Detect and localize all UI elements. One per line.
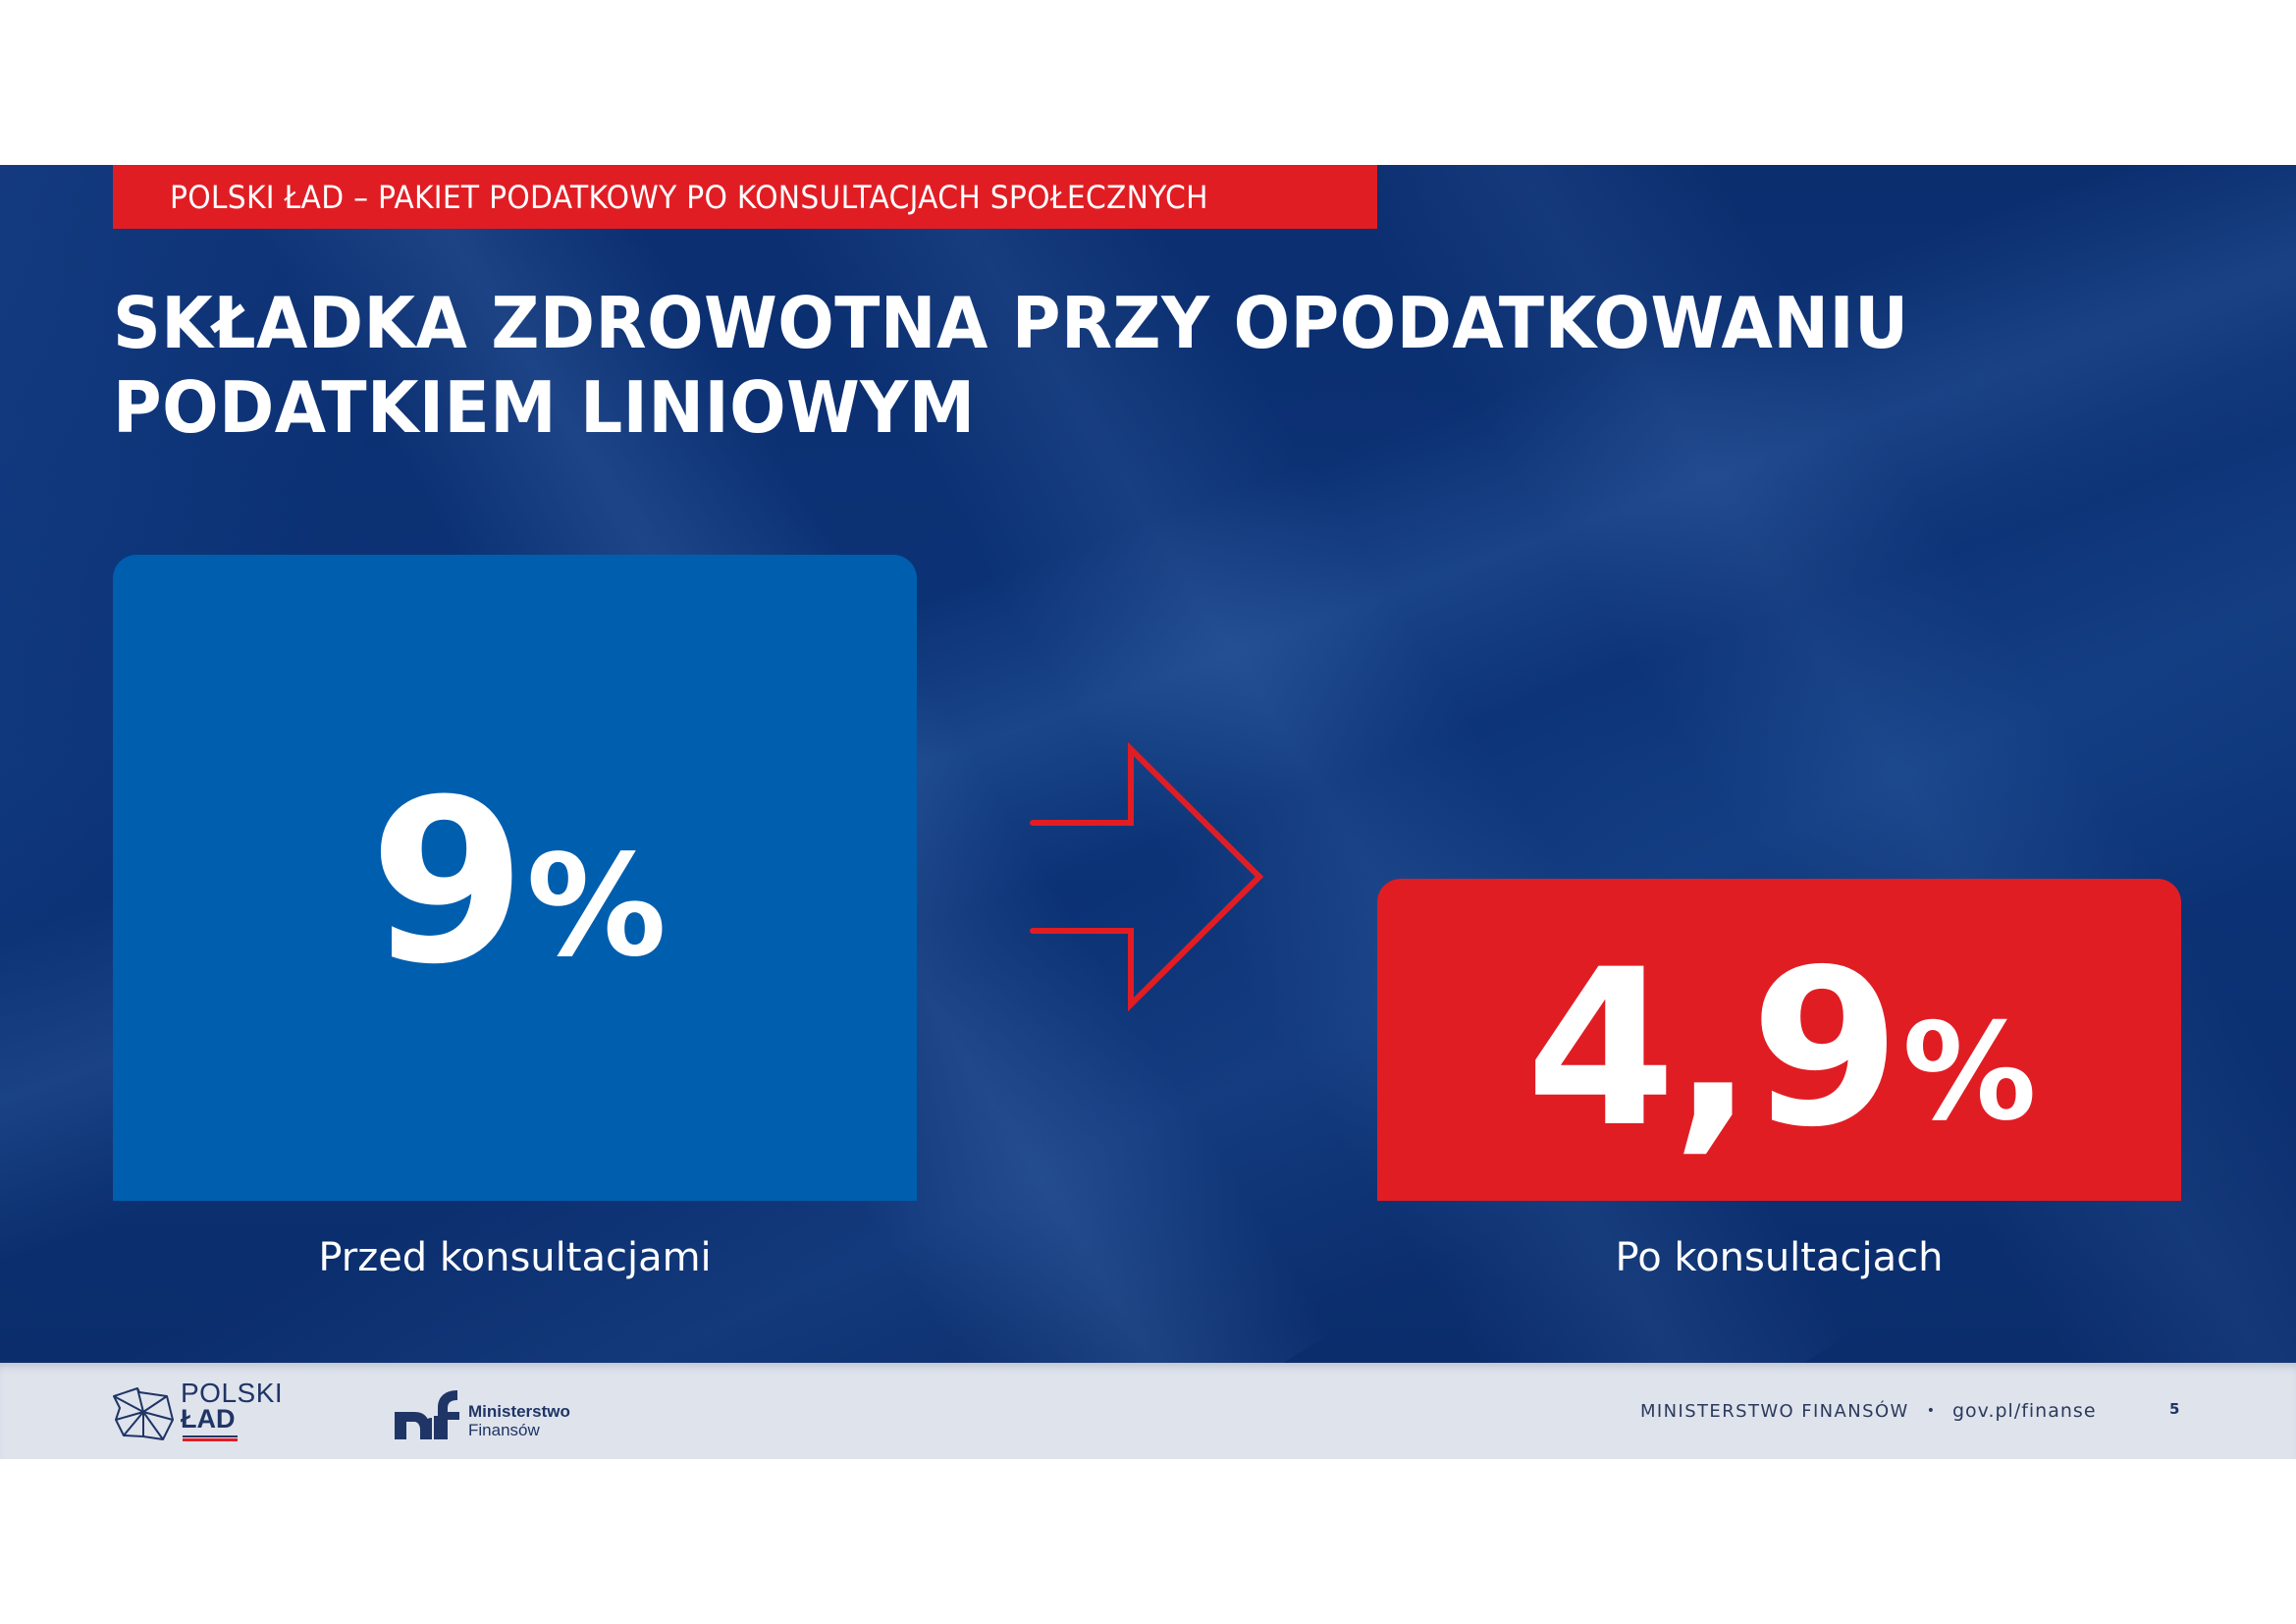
rate-after-box: 4,9%: [1377, 879, 2181, 1201]
polski-lad-line1: POLSKI: [181, 1378, 284, 1408]
polski-lad-line2: ŁAD: [181, 1404, 236, 1434]
slide-title-line-2: PODATKIEM LINIOWYM: [113, 366, 976, 449]
mf-line2: Finansów: [468, 1421, 540, 1439]
polski-lad-underline: [183, 1435, 238, 1441]
section-banner: POLSKI ŁAD – PAKIET PODATKOWY PO KONSULT…: [113, 165, 1377, 229]
percent-sign: %: [1902, 994, 2037, 1151]
arrow-right-outline-icon: [1030, 741, 1264, 1012]
rate-after-number: 4,9: [1525, 923, 1900, 1174]
rate-after-value: 4,9%: [1525, 923, 2037, 1174]
footer-credits: MINISTERSTWO FINANSÓW • gov.pl/finanse: [1640, 1400, 2097, 1422]
polski-lad-logo-text: POLSKI ŁAD: [181, 1380, 283, 1433]
footer-separator: •: [1926, 1403, 1935, 1419]
section-banner-text: POLSKI ŁAD – PAKIET PODATKOWY PO KONSULT…: [170, 178, 1208, 216]
ministerstwo-finansow-logo-text: Ministerstwo Finansów: [468, 1402, 570, 1439]
footer-url-link[interactable]: gov.pl/finanse: [1951, 1400, 2097, 1422]
mf-line1: Ministerstwo: [468, 1402, 570, 1421]
page-number: 5: [2169, 1400, 2180, 1418]
footer-org-name: MINISTERSTWO FINANSÓW: [1640, 1400, 1909, 1422]
slide-title: SKŁADKA ZDROWOTNA PRZY OPODATKOWANIU POD…: [113, 281, 2076, 450]
footer-bar: [0, 1363, 2296, 1459]
rate-before-label: Przed konsultacjami: [318, 1235, 712, 1280]
polski-lad-map-icon: [113, 1387, 174, 1440]
rate-before-box: 9%: [113, 555, 917, 1201]
slide-title-line-1: SKŁADKA ZDROWOTNA PRZY OPODATKOWANIU: [113, 282, 1909, 364]
rate-after-label: Po konsultacjach: [1615, 1235, 1944, 1280]
percent-sign: %: [526, 824, 667, 988]
rate-before-number: 9: [369, 751, 526, 1014]
rate-before-value: 9%: [369, 751, 667, 1014]
ministerstwo-finansow-logo-icon: [395, 1390, 459, 1439]
